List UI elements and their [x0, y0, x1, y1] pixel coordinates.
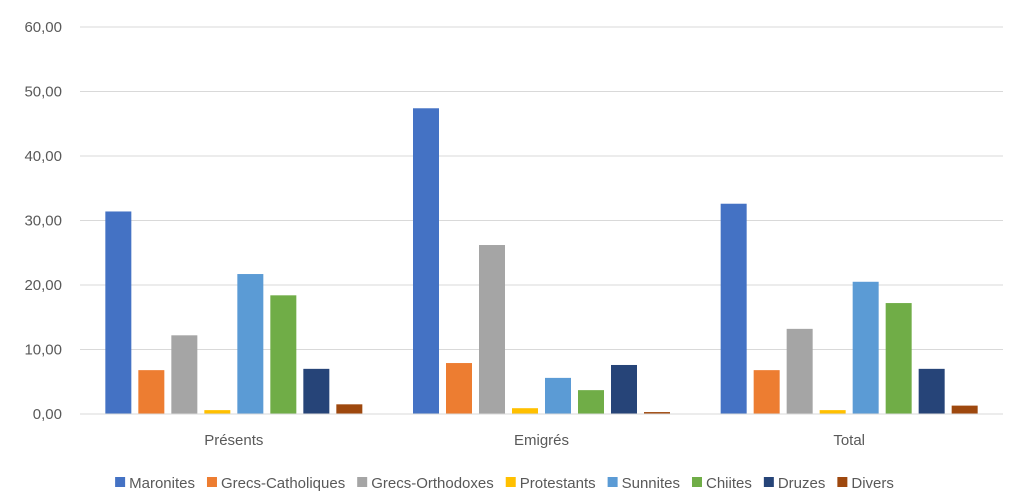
y-tick-label: 60,00 — [24, 19, 62, 36]
bar-protestants-3 — [819, 410, 846, 414]
gridlines — [80, 26, 1003, 350]
legend-swatch — [357, 477, 368, 487]
bar-druzes-1 — [303, 368, 330, 414]
x-tick-label: Emigrés — [514, 432, 569, 449]
legend-item: Sunnites — [607, 475, 680, 492]
legend-label: Chiites — [706, 475, 752, 492]
bar-protestants-2 — [512, 408, 538, 414]
bar-sunnites-1 — [237, 274, 264, 414]
legend-item: Grecs-Orthodoxes — [357, 475, 494, 492]
legend-item: Grecs-Catholiques — [206, 475, 345, 492]
legend-swatch — [837, 477, 848, 487]
bar-divers-1 — [336, 404, 363, 414]
legend-item: Protestants — [505, 475, 596, 492]
legend-label: Druzes — [778, 475, 826, 492]
bar-divers-2 — [644, 412, 670, 414]
bar-maronites-3 — [720, 203, 747, 414]
x-axis-ticks: Présents Emigrés Total — [204, 432, 865, 449]
legend-item: Maronites — [115, 475, 195, 492]
bar-protestants-1 — [204, 410, 231, 414]
legend-item: Druzes — [763, 475, 826, 492]
y-tick-label: 40,00 — [24, 148, 62, 165]
legend-item: Divers — [837, 475, 894, 492]
legend-label: Protestants — [520, 475, 596, 492]
bar-sunnites-3 — [852, 281, 879, 414]
y-tick-label: 30,00 — [24, 213, 62, 230]
y-tick-label: 10,00 — [24, 342, 62, 359]
bars — [105, 108, 978, 415]
y-axis-ticks: 0,00 10,00 20,00 30,00 40,00 50,00 60,00 — [24, 19, 62, 423]
bar-grecs-catholiques-1 — [138, 370, 165, 414]
x-tick-label: Total — [833, 432, 865, 449]
bar-grecs-catholiques-2 — [446, 363, 472, 414]
bar-druzes-3 — [918, 368, 945, 414]
legend-swatch — [691, 477, 702, 487]
bar-grecs-orthodoxes-2 — [479, 245, 505, 414]
bar-grecs-orthodoxes-3 — [786, 328, 813, 414]
legend: Maronites Grecs-Catholiques Grecs-Orthodox… — [115, 475, 894, 492]
legend-swatch — [607, 477, 618, 487]
bar-grecs-orthodoxes-1 — [171, 335, 198, 414]
legend-label: Divers — [851, 475, 894, 492]
legend-item: Chiites — [691, 475, 752, 492]
legend-swatch — [505, 477, 516, 487]
x-tick-label: Présents — [204, 432, 263, 449]
bar-chiites-1 — [270, 295, 297, 414]
bar-chiites-3 — [885, 303, 912, 414]
legend-label: Grecs-Catholiques — [221, 475, 345, 492]
bar-maronites-2 — [413, 108, 439, 415]
legend-label: Grecs-Orthodoxes — [371, 475, 494, 492]
bar-sunnites-2 — [545, 377, 571, 414]
y-tick-label: 50,00 — [24, 84, 62, 101]
y-tick-label: 20,00 — [24, 277, 62, 294]
legend-label: Sunnites — [622, 475, 680, 492]
legend-swatch — [206, 477, 217, 487]
bar-maronites-1 — [105, 211, 132, 414]
y-tick-label: 0,00 — [33, 406, 62, 423]
bar-druzes-2 — [611, 364, 637, 414]
legend-label: Maronites — [129, 475, 195, 492]
bar-grecs-catholiques-3 — [753, 370, 780, 414]
legend-swatch — [115, 477, 126, 487]
bar-chiites-2 — [578, 390, 604, 414]
legend-swatch — [763, 477, 774, 487]
bar-divers-3 — [951, 405, 978, 414]
